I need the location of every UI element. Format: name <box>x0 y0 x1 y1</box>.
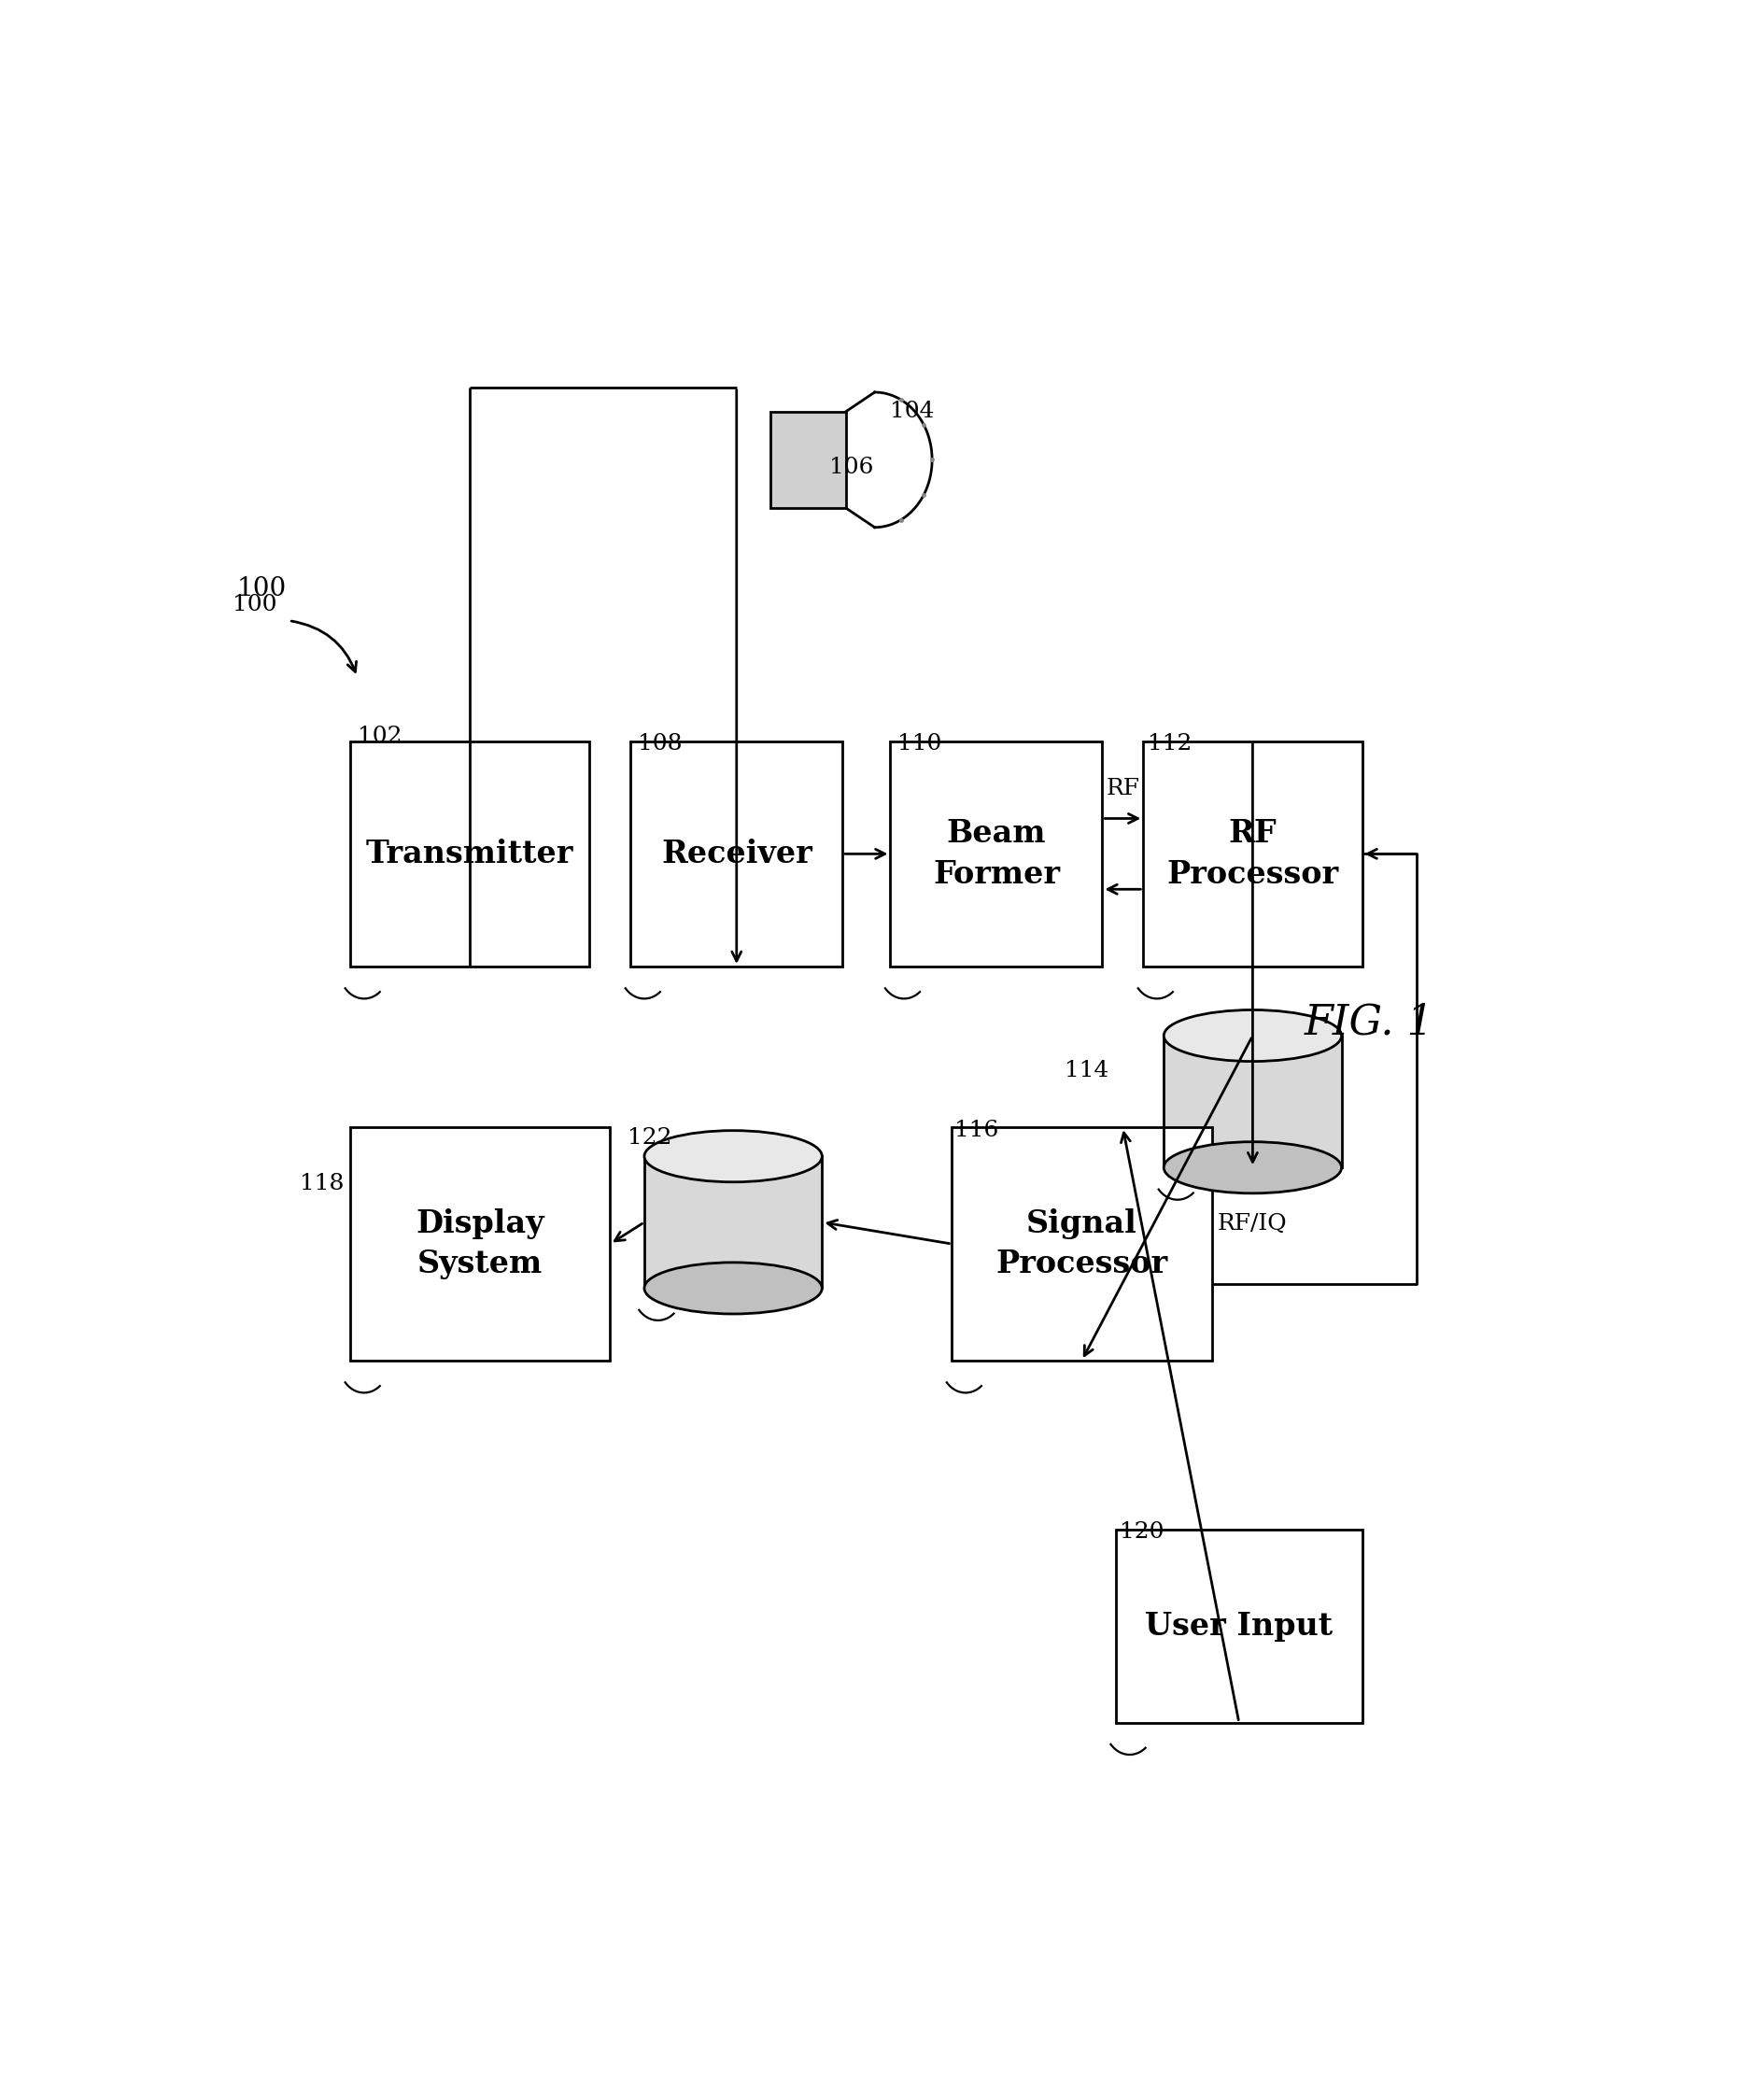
Ellipse shape <box>644 1262 822 1314</box>
Ellipse shape <box>644 1130 822 1182</box>
Bar <box>1117 1529 1362 1723</box>
Ellipse shape <box>1164 1009 1342 1061</box>
Text: 108: 108 <box>637 733 683 754</box>
Text: Beam
Former: Beam Former <box>933 819 1060 890</box>
Text: 102: 102 <box>358 725 402 746</box>
Bar <box>1143 742 1362 967</box>
Text: 112: 112 <box>1147 733 1192 754</box>
Text: 118: 118 <box>300 1172 344 1195</box>
Text: Transmitter: Transmitter <box>367 838 573 869</box>
Bar <box>1164 1036 1341 1168</box>
Ellipse shape <box>1164 1143 1342 1193</box>
Bar <box>351 1128 610 1360</box>
Text: 122: 122 <box>628 1128 672 1149</box>
Text: User Input: User Input <box>1145 1611 1334 1642</box>
Text: Receiver: Receiver <box>662 838 811 869</box>
Bar <box>632 742 843 967</box>
Text: 106: 106 <box>829 457 873 478</box>
Text: Display
System: Display System <box>416 1207 545 1281</box>
Bar <box>771 412 847 508</box>
Text: 104: 104 <box>891 401 935 422</box>
Text: RF/IQ: RF/IQ <box>1217 1212 1288 1235</box>
Bar <box>891 742 1102 967</box>
Bar <box>644 1157 822 1289</box>
Text: 120: 120 <box>1120 1521 1164 1544</box>
Bar <box>351 742 589 967</box>
Text: RF: RF <box>1106 777 1140 800</box>
Bar <box>953 1128 1212 1360</box>
Text: 100: 100 <box>233 593 277 616</box>
Text: FIG. 1: FIG. 1 <box>1304 1003 1434 1042</box>
Text: 114: 114 <box>1065 1061 1110 1082</box>
Text: 116: 116 <box>954 1120 998 1141</box>
Text: RF
Processor: RF Processor <box>1166 819 1339 890</box>
Text: 110: 110 <box>898 733 942 754</box>
Text: 100: 100 <box>236 577 286 602</box>
Text: Signal
Processor: Signal Processor <box>997 1207 1168 1281</box>
